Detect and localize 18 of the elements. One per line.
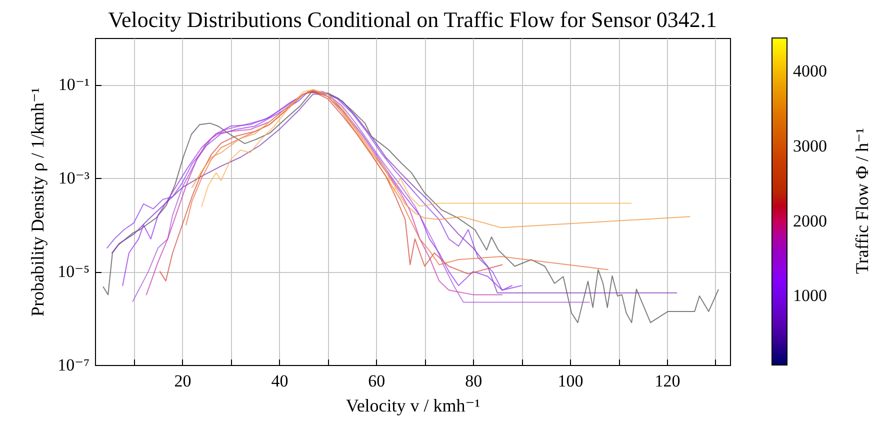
color-bar-label: 1000	[793, 286, 827, 306]
x-tick-label: 20	[174, 372, 192, 390]
x-tick-label: 40	[271, 372, 288, 390]
x-tick-label: 60	[368, 372, 386, 390]
y-axis-title: Probability Density ρ / 1/kmh⁻¹	[28, 88, 48, 316]
y-tick-label: 10⁻⁵	[58, 262, 90, 282]
color-bar-title: Traffic Flow Φ / h⁻¹	[852, 128, 872, 274]
chart-title: Velocity Distributions Conditional on Traffic Flow for Sensor 0342.1	[108, 7, 717, 32]
color-bar-label: 3000	[793, 136, 827, 156]
x-tick-label: 120	[654, 372, 680, 390]
color-bar-label: 2000	[793, 211, 827, 230]
x-tick-label: 100	[558, 372, 584, 390]
y-tick-label: 10⁻¹	[58, 75, 90, 94]
y-tick-label: 10⁻⁷	[58, 356, 90, 374]
x-axis-title: Velocity v / kmh⁻¹	[346, 396, 480, 416]
color-bar-label: 4000	[793, 62, 827, 81]
x-tick-label: 80	[465, 372, 482, 390]
y-tick-label: 10⁻³	[58, 168, 90, 188]
